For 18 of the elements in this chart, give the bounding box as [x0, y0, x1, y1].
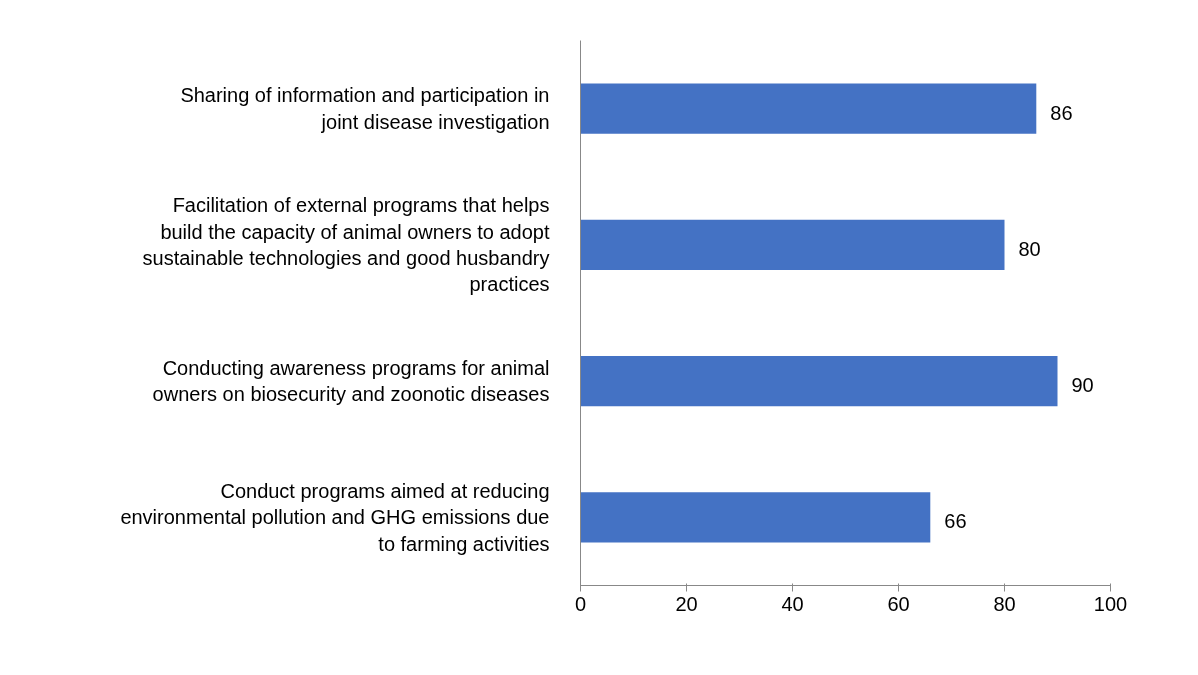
x-tick-label: 40: [781, 592, 804, 615]
x-tick-label: 80: [993, 592, 1016, 615]
bar: [580, 83, 1037, 134]
data-label: 86: [1050, 101, 1073, 124]
x-tick-label: 100: [1093, 592, 1128, 615]
data-label: 90: [1071, 374, 1094, 397]
data-label: 66: [944, 510, 967, 533]
y-tick-label: Conducting awareness programs for animal owners on biosecurity and zoonotic diseases: [152, 356, 550, 406]
x-tick-label: 60: [887, 592, 910, 615]
x-tick-label: 20: [675, 592, 698, 615]
y-tick-label: Conduct programs aimed at reducing environmental pollution and GHG emissions due to farming activities: [120, 479, 550, 555]
bar: [580, 219, 1005, 271]
bar: [580, 492, 931, 543]
bar: [580, 355, 1058, 407]
data-label: 80: [1018, 237, 1041, 260]
y-tick-label: Sharing of information and participation in joint disease investigation: [180, 84, 550, 133]
x-tick-label: 0: [574, 592, 587, 615]
y-tick-label: Facilitation of external programs that helps build the capacity of animal owners to adopt sustainable technologies and good husbandry practices: [142, 194, 550, 296]
